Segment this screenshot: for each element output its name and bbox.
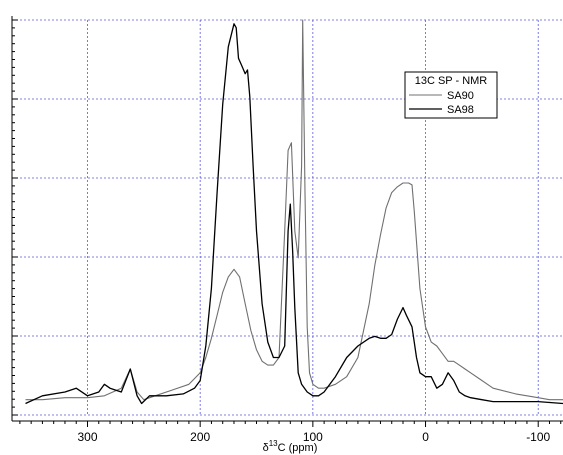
x-tick-label: 100	[303, 430, 323, 444]
x-tick-label: 0	[422, 430, 429, 444]
legend-label-sa90: SA90	[447, 90, 474, 102]
x-axis-title-prefix: δ	[263, 442, 269, 454]
x-tick-label: 300	[77, 430, 97, 444]
series-line-sa90	[25, 19, 563, 401]
x-tick-label: 200	[190, 430, 210, 444]
x-axis-title-sup: 13	[269, 439, 278, 448]
legend-title: 13C SP - NMR	[415, 75, 488, 87]
legend-label-sa98: SA98	[447, 104, 474, 116]
series-layer	[25, 19, 563, 405]
x-axis-title-suffix: C (ppm)	[278, 442, 318, 454]
tick-marks	[12, 19, 562, 427]
x-axis-title: δ13C (ppm)	[263, 439, 318, 454]
series-line-sa98	[25, 23, 563, 405]
x-tick-label: -100	[526, 430, 550, 444]
legend: 13C SP - NMR SA90 SA98	[404, 71, 498, 119]
x-tick-labels: 300 200 100 0 -100	[77, 430, 550, 444]
